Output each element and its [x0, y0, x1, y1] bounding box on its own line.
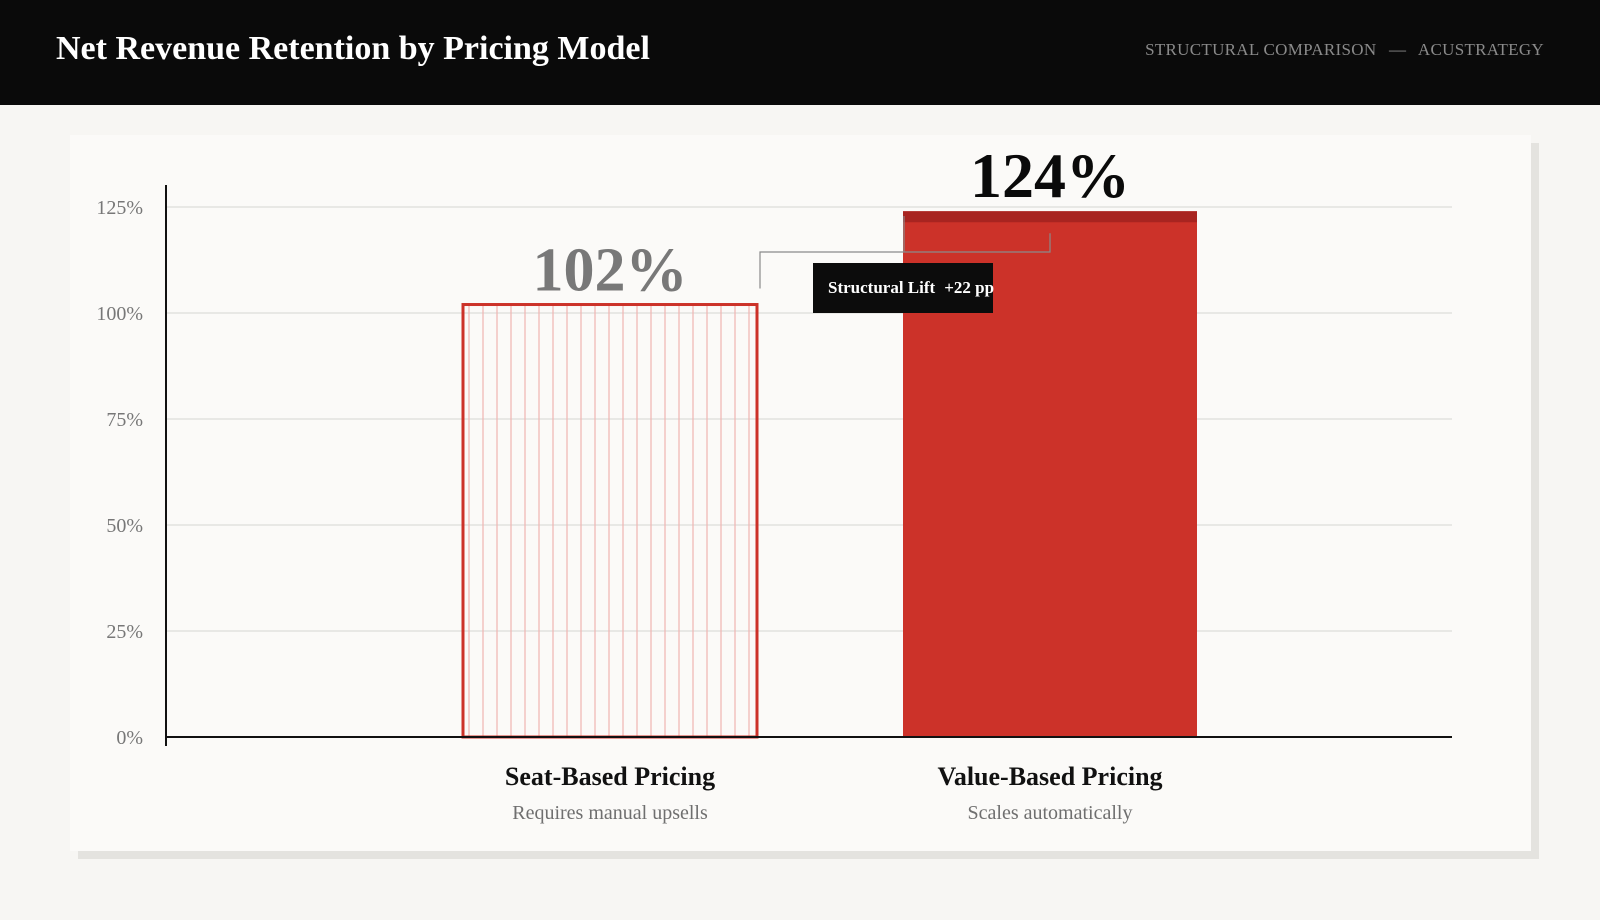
y-tick-label: 25% [106, 621, 143, 643]
grid-lines [166, 206, 1452, 632]
header-tagline: STRUCTURAL COMPARISON — ACUSTRATEGY [1145, 40, 1544, 60]
bar-value-label: 124% [970, 140, 1130, 211]
bar-labels: 102% Seat-Based Pricing Requires manual up… [505, 140, 1163, 824]
y-tick-label: 50% [106, 515, 143, 537]
category-label: Seat-Based Pricing [505, 762, 715, 791]
lift-connector [759, 216, 1051, 289]
y-tick-label: 100% [96, 303, 143, 325]
header-tag-separator: — [1388, 40, 1407, 59]
chart-card [70, 135, 1531, 851]
bar-seat-based [461, 303, 759, 739]
callout-value: +22 pp [944, 278, 995, 297]
structural-lift-callout: Structural Lift +22 pp [813, 263, 995, 313]
y-axis-ticks: 0% 25% 50% 75% 100% 125% [96, 197, 143, 749]
bar-value-based-cap [903, 211, 1197, 223]
page-title: Net Revenue Retention by Pricing Model [56, 30, 650, 67]
category-subtitle: Requires manual upsells [512, 802, 708, 824]
lift-bracket [759, 233, 1051, 289]
y-tick-label: 0% [116, 727, 143, 749]
header-tag-right: ACUSTRATEGY [1417, 40, 1544, 59]
category-label: Value-Based Pricing [937, 762, 1162, 791]
callout-label: Structural Lift [828, 278, 936, 297]
bar-value-label: 102% [533, 237, 688, 305]
header-bar: Net Revenue Retention by Pricing Model S… [0, 0, 1600, 105]
axes [165, 185, 1452, 746]
y-tick-label: 75% [106, 409, 143, 431]
category-subtitle: Scales automatically [968, 802, 1133, 824]
y-tick-label: 125% [96, 197, 143, 219]
header-tag-left: STRUCTURAL COMPARISON [1145, 40, 1377, 59]
